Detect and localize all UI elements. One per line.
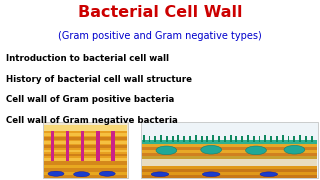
- Ellipse shape: [260, 172, 278, 177]
- Bar: [44, 168, 127, 172]
- Bar: [264, 135, 266, 142]
- Bar: [44, 125, 127, 131]
- Bar: [43, 122, 128, 178]
- Bar: [44, 172, 127, 175]
- Text: (Gram positive and Gram negative types): (Gram positive and Gram negative types): [58, 31, 262, 41]
- Bar: [44, 145, 127, 148]
- Bar: [141, 122, 318, 178]
- Bar: [148, 136, 150, 142]
- Ellipse shape: [201, 145, 222, 154]
- Bar: [166, 136, 168, 142]
- Bar: [111, 131, 115, 161]
- Bar: [142, 150, 317, 153]
- Bar: [44, 141, 127, 144]
- Bar: [270, 136, 272, 142]
- Bar: [154, 136, 156, 142]
- Bar: [44, 133, 127, 136]
- Bar: [230, 135, 232, 142]
- Bar: [142, 172, 317, 175]
- Bar: [142, 144, 317, 147]
- Bar: [142, 166, 317, 169]
- Ellipse shape: [99, 171, 115, 176]
- Bar: [44, 150, 127, 152]
- Bar: [236, 136, 237, 142]
- Ellipse shape: [48, 171, 64, 176]
- Bar: [44, 165, 127, 168]
- Bar: [212, 135, 214, 142]
- Bar: [81, 131, 84, 161]
- Ellipse shape: [74, 172, 90, 177]
- Bar: [241, 136, 243, 142]
- Ellipse shape: [284, 145, 305, 154]
- Bar: [44, 137, 127, 140]
- Bar: [160, 135, 162, 142]
- Bar: [142, 153, 317, 156]
- Bar: [142, 159, 317, 166]
- Ellipse shape: [246, 146, 266, 155]
- Bar: [44, 131, 127, 161]
- Bar: [201, 136, 203, 142]
- Bar: [44, 161, 127, 165]
- Bar: [299, 135, 301, 142]
- Bar: [288, 136, 290, 142]
- Bar: [311, 136, 313, 142]
- Bar: [143, 135, 145, 142]
- Bar: [259, 136, 260, 142]
- Bar: [142, 140, 317, 144]
- Bar: [142, 169, 317, 172]
- Bar: [276, 136, 278, 142]
- Bar: [218, 136, 220, 142]
- Ellipse shape: [203, 172, 220, 177]
- Bar: [142, 175, 317, 178]
- Bar: [224, 136, 226, 142]
- Ellipse shape: [156, 146, 177, 155]
- Bar: [44, 175, 127, 178]
- Bar: [253, 136, 255, 142]
- Bar: [96, 131, 100, 161]
- Bar: [44, 154, 127, 156]
- Text: Introduction to bacterial cell wall: Introduction to bacterial cell wall: [6, 54, 169, 63]
- Text: Cell wall of Gram positive bacteria: Cell wall of Gram positive bacteria: [6, 95, 175, 104]
- Bar: [44, 158, 127, 161]
- Text: History of bacterial cell wall structure: History of bacterial cell wall structure: [6, 75, 192, 84]
- Bar: [178, 135, 180, 142]
- Bar: [305, 136, 307, 142]
- Bar: [51, 131, 54, 161]
- Bar: [183, 136, 185, 142]
- Bar: [189, 136, 191, 142]
- Bar: [66, 131, 69, 161]
- Bar: [142, 156, 317, 159]
- Bar: [172, 136, 174, 142]
- Bar: [247, 135, 249, 142]
- Text: Bacterial Cell Wall: Bacterial Cell Wall: [78, 5, 242, 20]
- Bar: [206, 136, 208, 142]
- Text: Cell wall of Gram negative bacteria: Cell wall of Gram negative bacteria: [6, 116, 178, 125]
- Bar: [142, 147, 317, 150]
- Bar: [293, 136, 295, 142]
- Bar: [282, 135, 284, 142]
- Ellipse shape: [151, 172, 169, 177]
- Bar: [195, 135, 197, 142]
